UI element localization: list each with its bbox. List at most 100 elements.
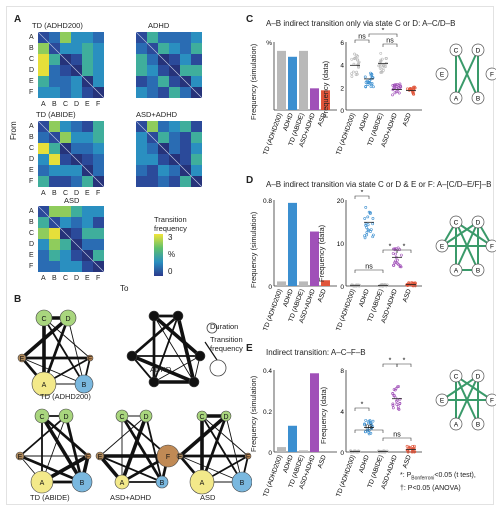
mini-graph-node — [471, 91, 485, 105]
data-point — [370, 72, 374, 76]
heatmap-cell — [180, 121, 191, 132]
mini-graph-node — [485, 67, 496, 81]
heatmap-cell — [180, 132, 191, 143]
heatmap-cell — [82, 32, 93, 43]
hm-title-asd: ASD — [64, 196, 80, 205]
mini-graph-edge — [455, 375, 493, 401]
data-point — [369, 228, 373, 231]
panel-b-label: B — [14, 294, 22, 305]
from-axis-label: From — [9, 121, 18, 140]
graph-edge — [225, 415, 243, 483]
row-state-label: C — [29, 230, 35, 237]
heatmap-cell — [158, 176, 169, 187]
significance-label: ns — [365, 264, 373, 271]
data-point — [363, 236, 367, 240]
data-tick-label: 4 — [340, 409, 344, 416]
data-point — [371, 222, 375, 226]
graph-title-td-adhd200: TD (ADHD200) — [40, 392, 91, 401]
mini-graph-label: E — [440, 244, 445, 251]
data-point — [398, 82, 402, 86]
significance-bracket — [354, 269, 384, 273]
graph-title-asd-adhd: ASD+ADHD — [110, 493, 152, 502]
heatmap-cell — [49, 154, 60, 165]
heatmap-cell — [93, 165, 104, 176]
data-point — [391, 403, 395, 407]
heatmap-cell — [38, 217, 49, 228]
heatmap-cell — [60, 206, 71, 217]
data-point — [398, 264, 402, 267]
graph-node-label: D — [223, 414, 228, 421]
graph-edge — [20, 316, 70, 360]
sim-bar — [277, 50, 286, 110]
mini-graph-node — [449, 215, 463, 229]
colorbar-tick-top: 3 — [168, 233, 173, 242]
heatmap-cell — [71, 76, 82, 87]
data-point — [396, 258, 399, 262]
graph-edge — [153, 315, 179, 383]
data-point — [391, 392, 395, 396]
heatmap-cell — [38, 165, 49, 176]
heatmap-cell — [60, 65, 71, 76]
graph-node-a — [31, 371, 57, 397]
graph-node-label: C — [39, 414, 44, 421]
graph-node-c — [115, 409, 129, 423]
data-point — [379, 71, 383, 74]
heatmap-cell — [82, 43, 93, 54]
mini-graph-node — [449, 263, 463, 277]
graph-node-label: A — [40, 480, 45, 487]
data-point — [365, 226, 369, 229]
data-point — [350, 75, 354, 78]
heatmap-cell — [38, 261, 49, 272]
hm-title-asd-adhd: ASD+ADHD — [136, 110, 178, 119]
data-point — [382, 65, 386, 69]
panel-e-label: E — [246, 343, 253, 354]
data-point — [411, 92, 415, 96]
heatmap-cell — [60, 87, 71, 98]
mini-graph-label: B — [476, 268, 480, 275]
graph-node-label: A — [120, 480, 125, 487]
sim-bar — [321, 280, 330, 286]
mini-graph-node — [449, 417, 463, 431]
data-tick-label: 0 — [340, 450, 344, 457]
data-point — [411, 444, 414, 448]
significance-bracket — [354, 39, 370, 43]
heatmap-cell — [38, 154, 49, 165]
mini-graph-label: C — [454, 374, 459, 381]
hm-title-adhd: ADHD — [148, 21, 170, 30]
sim-tick-label: % — [266, 40, 272, 47]
heatmap-cell — [82, 65, 93, 76]
data-point — [352, 62, 356, 66]
heatmap-cell — [147, 76, 158, 87]
heatmap-cell — [147, 165, 158, 176]
heatmap-cell — [147, 87, 158, 98]
col-state-label: D — [74, 101, 80, 108]
heatmap-cell — [49, 176, 60, 187]
heatmap-cell — [136, 132, 147, 143]
heatmap-cell — [158, 121, 169, 132]
heatmap-cell — [180, 54, 191, 65]
heatmap-cell — [38, 76, 49, 87]
heatmap-cell — [191, 43, 202, 54]
row-state-label: E — [29, 78, 34, 85]
data-point — [356, 58, 360, 62]
graph-node-e — [95, 451, 105, 461]
col-state-label: A — [41, 275, 46, 282]
heatmap-cell — [49, 54, 60, 65]
heatmap-cell — [158, 65, 169, 76]
data-point — [366, 215, 370, 219]
data-category-label: ADHD — [358, 288, 371, 308]
mini-graph-edge — [455, 49, 479, 99]
heatmap-cell — [71, 206, 82, 217]
heatmap-cell — [71, 143, 82, 154]
mini-graph-label: B — [476, 422, 480, 429]
graph-node-e — [17, 353, 27, 363]
data-point — [412, 446, 416, 450]
heatmap-cell — [93, 206, 104, 217]
heatmap-cell — [82, 132, 93, 143]
row-state-label: A — [29, 34, 34, 41]
mini-graph-label: E — [440, 72, 445, 79]
significance-bracket — [396, 363, 412, 367]
graph-edge — [19, 415, 67, 457]
